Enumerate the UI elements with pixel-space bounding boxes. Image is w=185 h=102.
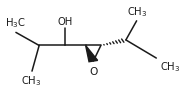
Text: CH$_3$: CH$_3$ xyxy=(160,60,180,74)
Text: OH: OH xyxy=(58,17,73,27)
Text: CH$_3$: CH$_3$ xyxy=(21,74,41,88)
Text: CH$_3$: CH$_3$ xyxy=(127,5,148,19)
Text: O: O xyxy=(89,67,97,77)
Polygon shape xyxy=(86,45,98,62)
Text: H$_3$C: H$_3$C xyxy=(5,17,25,30)
